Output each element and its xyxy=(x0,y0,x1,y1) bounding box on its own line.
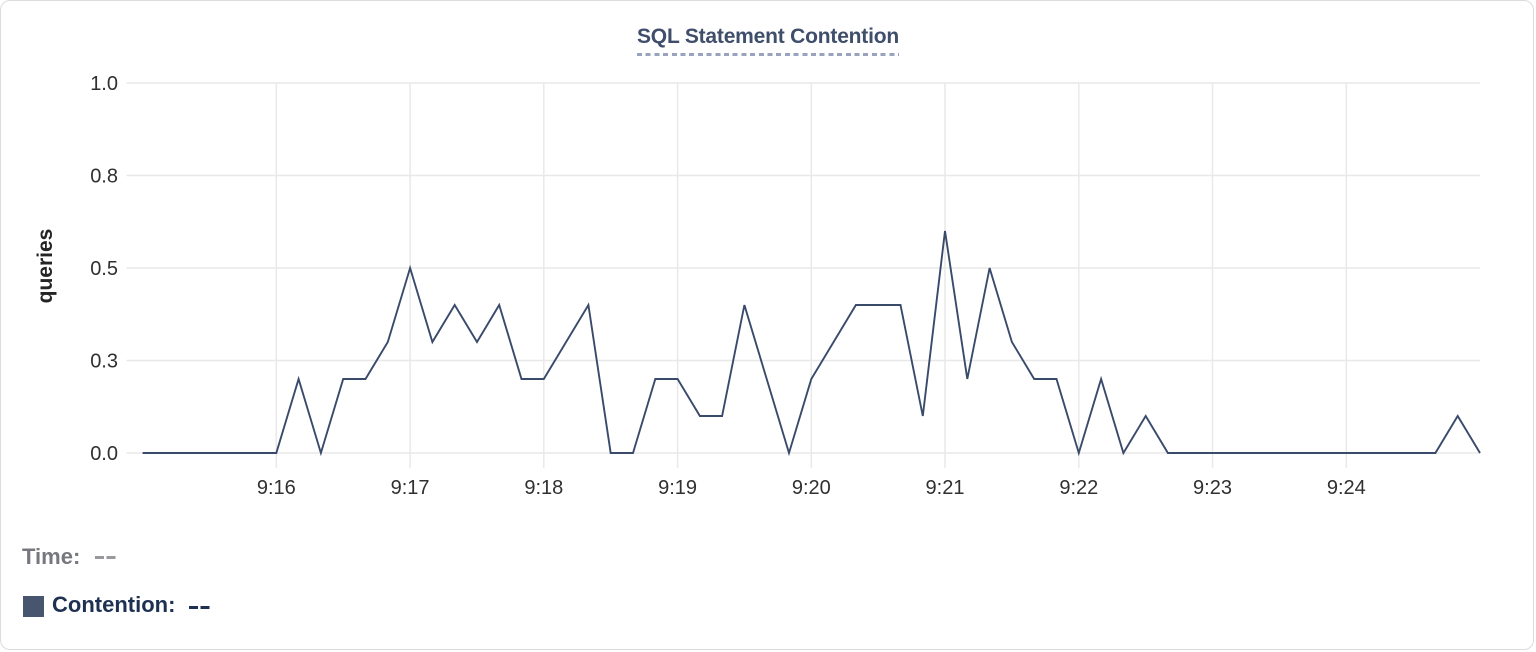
svg-text:9:22: 9:22 xyxy=(1059,477,1098,499)
svg-text:9:16: 9:16 xyxy=(257,477,296,499)
svg-text:0.0: 0.0 xyxy=(90,443,118,465)
svg-text:9:18: 9:18 xyxy=(524,477,563,499)
svg-text:queries: queries xyxy=(34,229,57,304)
svg-text:1.0: 1.0 xyxy=(90,73,118,95)
svg-text:9:19: 9:19 xyxy=(658,477,697,499)
svg-text:9:24: 9:24 xyxy=(1327,477,1366,499)
svg-text:9:20: 9:20 xyxy=(792,477,831,499)
svg-text:9:21: 9:21 xyxy=(926,477,965,499)
svg-text:0.3: 0.3 xyxy=(90,351,118,373)
svg-text:0.8: 0.8 xyxy=(90,166,118,188)
svg-text:0.5: 0.5 xyxy=(90,258,118,280)
svg-text:9:17: 9:17 xyxy=(391,477,430,499)
svg-text:9:23: 9:23 xyxy=(1193,477,1232,499)
